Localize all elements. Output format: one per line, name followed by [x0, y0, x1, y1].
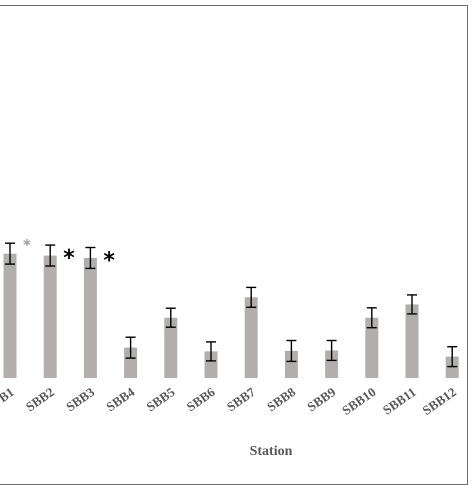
bars-layer	[3, 253, 459, 378]
error-bar-sbb7	[246, 286, 257, 308]
bar-sbb10	[365, 317, 379, 378]
error-bar-sbb1	[5, 242, 15, 265]
bar-sbb6	[204, 351, 218, 378]
x-tick-label-sbb8: SBB8	[264, 384, 298, 414]
bar-sbb9	[325, 350, 339, 378]
bar-sbb5	[164, 317, 178, 378]
x-tick-label-sbb5: SBB5	[143, 384, 177, 414]
x-tick-label-sbb3: SBB3	[63, 384, 97, 414]
x-tick-label-sbb7: SBB7	[224, 384, 258, 414]
bar-sbb4	[124, 347, 138, 378]
x-tick-labels: B1 SBB2 SBB3 SBB4 SBB5 SBB6 SBB7 SBB8 SBB9 SBB10 S…	[0, 384, 459, 418]
bar-sbb8	[284, 350, 298, 378]
significance-mark-sbb1: *	[23, 236, 31, 254]
significance-marks-layer: * * *	[23, 236, 115, 273]
error-bar-sbb9	[326, 339, 337, 362]
x-tick-label-sbb6: SBB6	[184, 384, 218, 414]
error-bar-sbb6	[206, 341, 216, 362]
x-tick-label-sbb2: SBB2	[23, 384, 57, 414]
error-bar-sbb2	[45, 244, 56, 267]
bar-sbb1	[3, 253, 17, 378]
error-bar-sbb3	[85, 246, 96, 270]
error-bar-sbb11	[407, 294, 417, 315]
bar-sbb7	[244, 297, 258, 378]
bar-sbb3	[83, 257, 97, 378]
error-bar-sbb10	[366, 307, 377, 329]
x-axis-title: Station	[250, 444, 293, 459]
x-tick-label-sbb4: SBB4	[103, 384, 137, 414]
x-tick-label-sbb10: SBB10	[339, 384, 378, 418]
significance-mark-sbb2: *	[63, 246, 75, 271]
bar-sbb2	[43, 255, 57, 378]
station-bar-chart: ** * B1 SBB2 SBB3 SBB4 SBB5 SBB6 SBB7 SBB8 SBB9 SB…	[0, 236, 459, 459]
x-tick-label-sbb1: B1	[0, 384, 17, 405]
significance-mark-sbb3: *	[103, 249, 115, 274]
error-bar-sbb4	[125, 336, 136, 359]
error-bar-sbb5	[165, 307, 176, 328]
bar-sbb11	[405, 304, 419, 378]
x-tick-label-sbb11: SBB11	[380, 384, 419, 417]
error-bars-layer	[5, 242, 458, 368]
x-tick-label-sbb9: SBB9	[304, 384, 338, 414]
chart-frame	[0, 5, 468, 485]
error-bar-sbb8	[286, 339, 297, 363]
x-tick-label-sbb12: SBB12	[420, 384, 459, 418]
error-bar-sbb12	[447, 346, 458, 368]
